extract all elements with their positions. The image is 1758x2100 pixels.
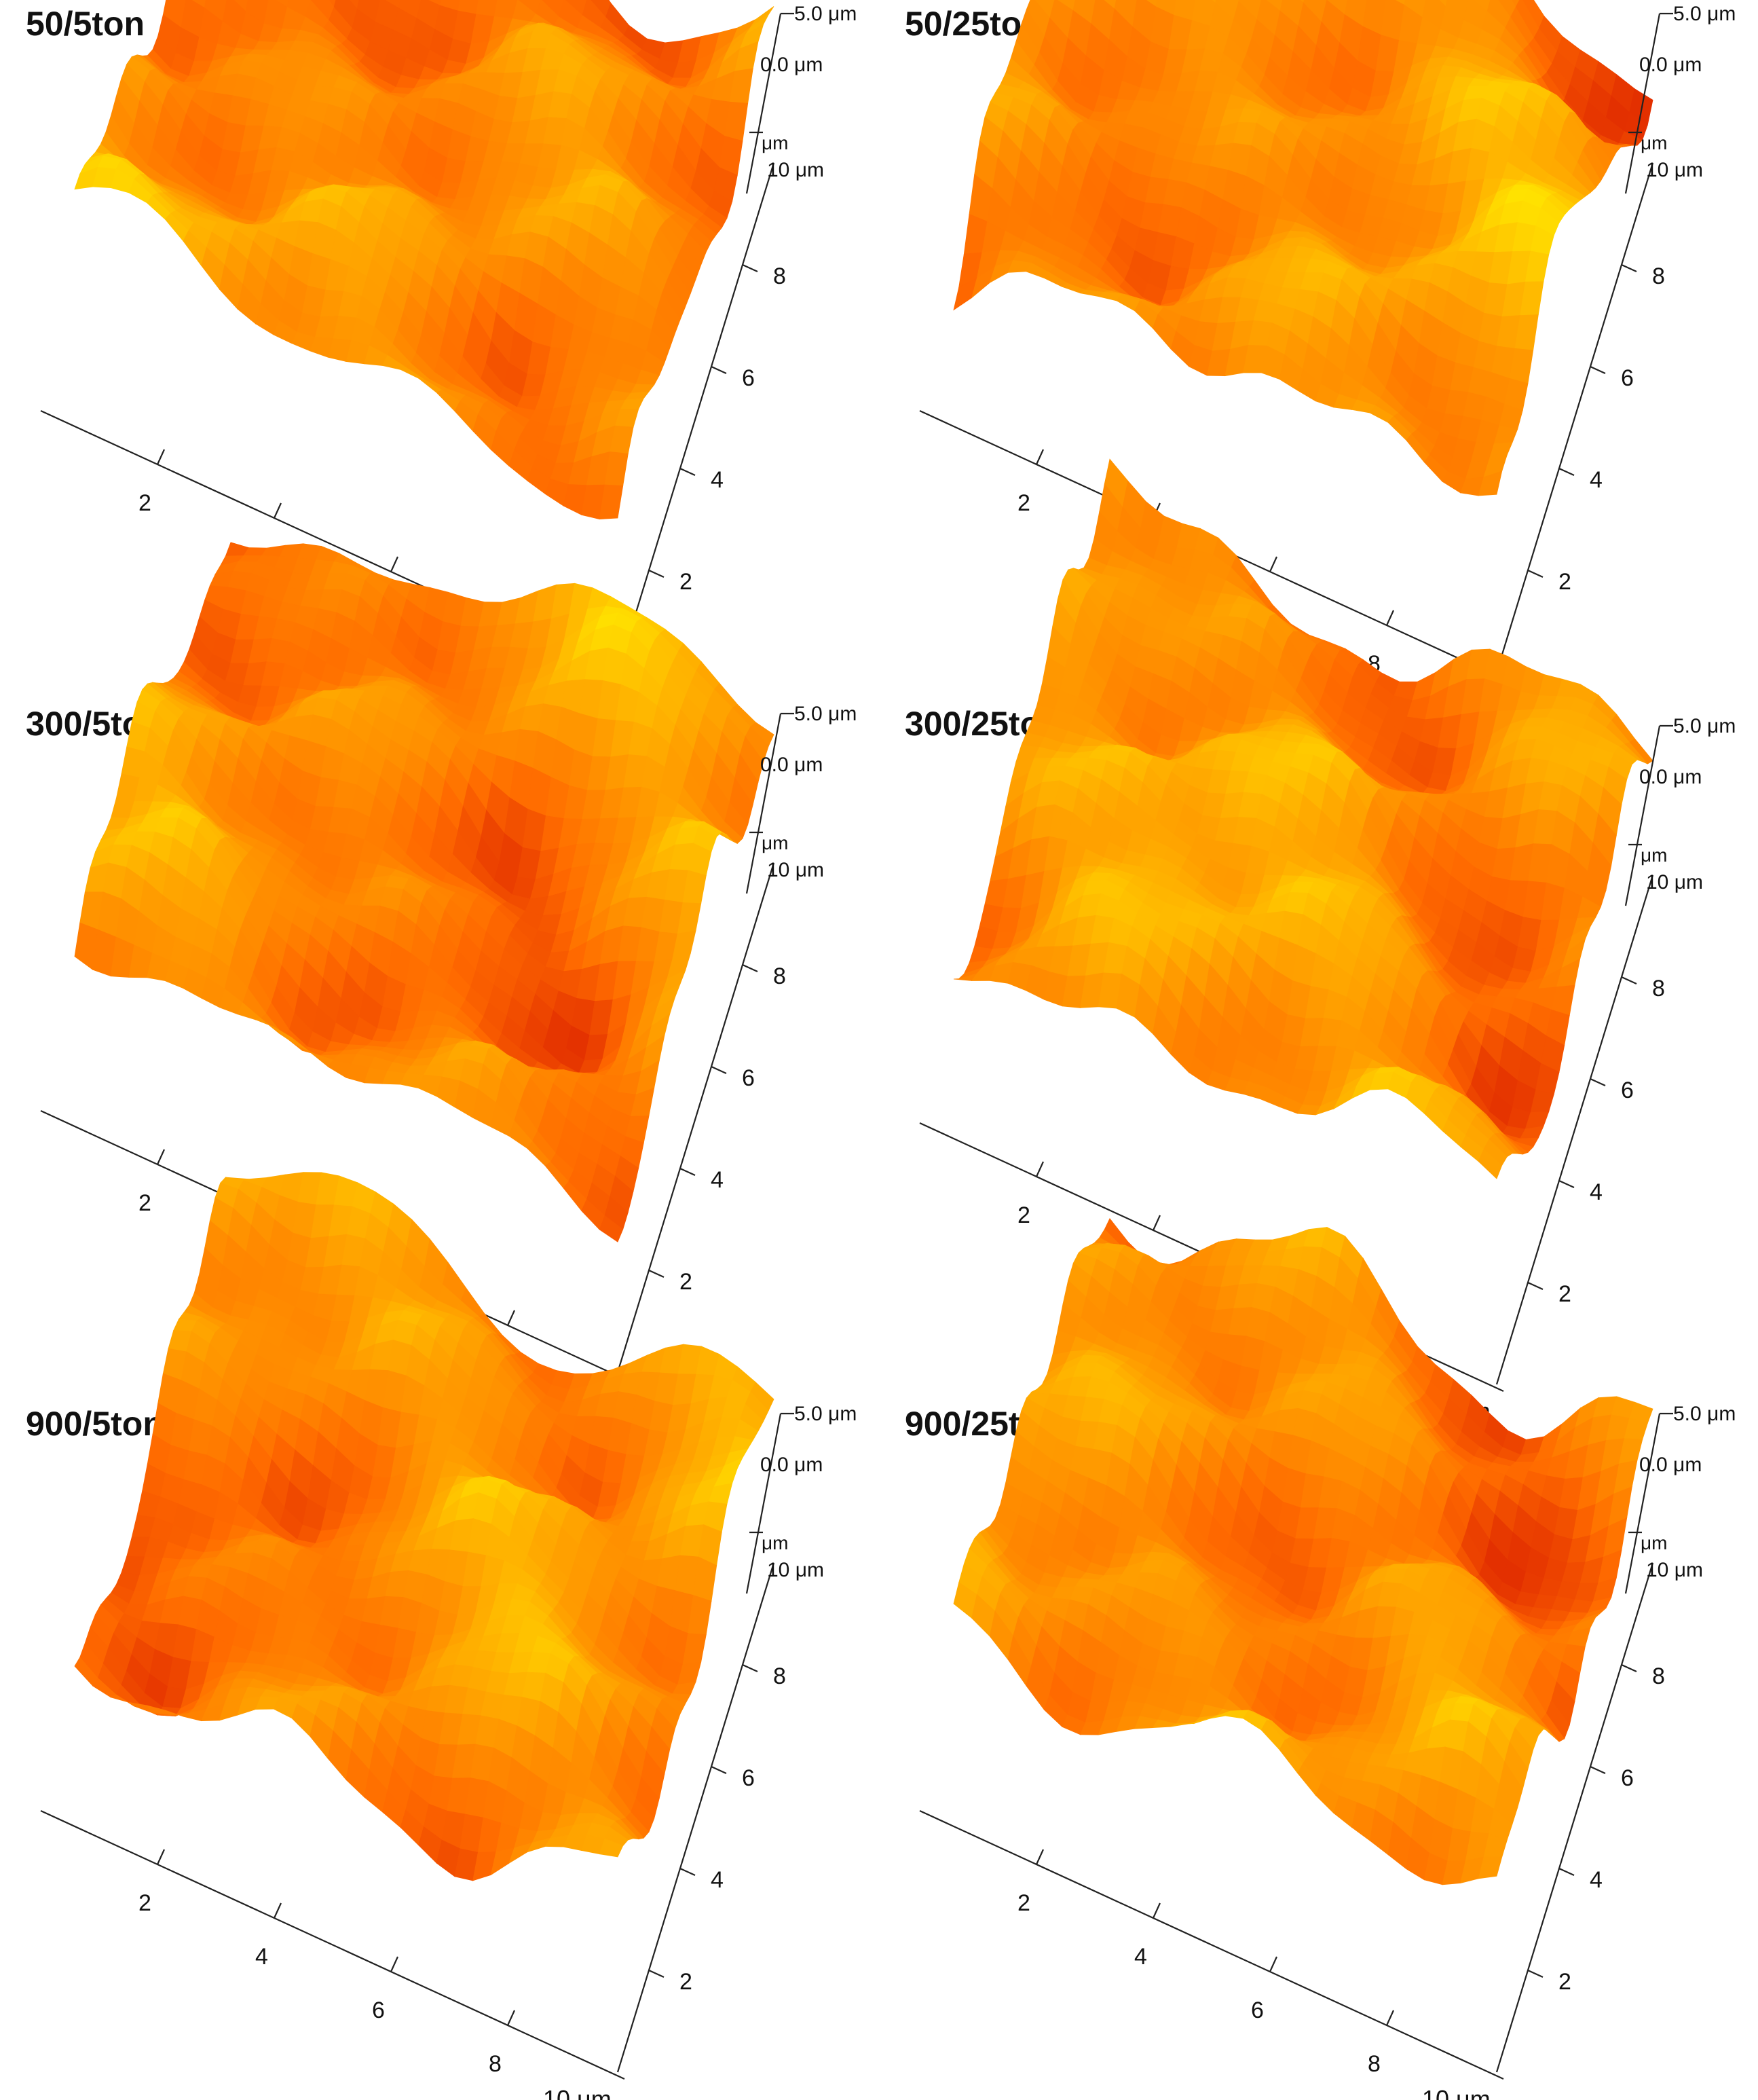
afm-3d-plot: 2 4 6 8 10 μm 2 4 6 8 10 μm μm 0.0 μm 5.0 μm — [919, 1217, 1736, 2100]
x-tick-label: 2 — [138, 1190, 151, 1216]
y-tick-label: 4 — [711, 1867, 724, 1893]
y-tick-label: 6 — [1621, 1765, 1634, 1791]
x-tick-label: 4 — [255, 1944, 268, 1970]
x-axis-end-label: 10 μm — [1422, 2085, 1491, 2100]
z-axis-top-label: 5.0 μm — [794, 1403, 857, 1425]
surface-mesh — [74, 542, 774, 1242]
y-tick-label: 6 — [1621, 1077, 1634, 1103]
x-tick-label: 2 — [1017, 1890, 1030, 1916]
surface-mesh — [74, 1172, 774, 1881]
z-axis-unit-label: μm — [1641, 132, 1667, 153]
y-tick-label: 2 — [679, 1269, 692, 1295]
y-tick-label: 8 — [773, 1663, 786, 1689]
x-tick-label: 4 — [1134, 1944, 1147, 1970]
y-tick-label: 4 — [1590, 1867, 1603, 1893]
y-tick-label: 4 — [1590, 467, 1603, 493]
z-axis-zero-label: 0.0 μm — [760, 754, 823, 776]
afm-panel: 900/25ton 2 4 6 8 10 μm 2 4 6 8 10 μm μm 0.0 μm 5.0 μ… — [879, 1217, 1758, 2100]
axis-frame — [40, 1412, 794, 2080]
x-tick-label: 6 — [1251, 1997, 1264, 2023]
surface-mesh — [953, 458, 1653, 1179]
surface-mesh — [953, 1217, 1653, 1885]
z-axis-unit-label: μm — [1641, 845, 1667, 866]
y-axis-end-label: 10 μm — [767, 159, 824, 181]
y-axis-end-label: 10 μm — [1646, 1559, 1703, 1581]
z-axis-zero-label: 0.0 μm — [760, 1454, 823, 1476]
panel-title: 50/5ton — [26, 5, 145, 43]
panel-title: 900/5ton — [26, 1405, 164, 1443]
axis-frame — [919, 1412, 1673, 2080]
y-tick-label: 2 — [679, 569, 692, 595]
y-tick-label: 4 — [711, 1167, 724, 1193]
x-tick-label: 2 — [1017, 1202, 1030, 1228]
x-tick-label: 2 — [138, 1890, 151, 1916]
y-tick-label: 4 — [711, 467, 724, 493]
y-tick-label: 8 — [1652, 976, 1665, 1001]
x-tick-label: 2 — [1017, 490, 1030, 516]
y-tick-label: 2 — [1558, 569, 1571, 595]
z-axis-top-label: 5.0 μm — [794, 3, 857, 25]
y-tick-label: 4 — [1590, 1179, 1603, 1205]
afm-panel: 900/5ton 2 4 6 8 10 μm 2 4 6 8 10 μm μm 0.0 μm 5.0 μm — [0, 1172, 879, 2100]
y-tick-label: 8 — [773, 963, 786, 989]
z-axis-top-label: 5.0 μm — [1673, 1403, 1736, 1425]
y-tick-label: 2 — [1558, 1281, 1571, 1307]
z-axis-zero-label: 0.0 μm — [1639, 1454, 1702, 1476]
y-axis-end-label: 10 μm — [767, 1559, 824, 1581]
z-axis-top-label: 5.0 μm — [1673, 3, 1736, 25]
x-tick-label: 8 — [1368, 2051, 1381, 2077]
z-axis-unit-label: μm — [762, 832, 788, 853]
y-tick-label: 8 — [1652, 1663, 1665, 1689]
y-axis-end-label: 10 μm — [1646, 871, 1703, 894]
y-tick-label: 6 — [742, 1765, 755, 1791]
x-tick-label: 8 — [489, 2051, 502, 2077]
y-tick-label: 2 — [1558, 1969, 1571, 1995]
y-tick-label: 6 — [742, 365, 755, 391]
y-tick-label: 8 — [1652, 263, 1665, 289]
y-tick-label: 8 — [773, 263, 786, 289]
z-axis-zero-label: 0.0 μm — [760, 54, 823, 76]
x-tick-label: 6 — [372, 1997, 385, 2023]
x-tick-label: 2 — [138, 490, 151, 516]
z-axis-unit-label: μm — [762, 132, 788, 153]
z-axis-zero-label: 0.0 μm — [1639, 766, 1702, 788]
y-axis-end-label: 10 μm — [1646, 159, 1703, 181]
z-axis-top-label: 5.0 μm — [1673, 715, 1736, 737]
surface-mesh — [74, 0, 774, 520]
y-tick-label: 2 — [679, 1969, 692, 1995]
z-axis-unit-label: μm — [762, 1532, 788, 1553]
surface-mesh — [953, 0, 1653, 496]
x-axis-end-label: 10 μm — [543, 2085, 612, 2100]
z-axis-unit-label: μm — [1641, 1532, 1667, 1553]
afm-3d-plot: 2 4 6 8 10 μm 2 4 6 8 10 μm μm 0.0 μm 5.0 μm — [40, 1172, 857, 2100]
y-tick-label: 6 — [742, 1065, 755, 1091]
z-axis-zero-label: 0.0 μm — [1639, 54, 1702, 76]
z-axis-top-label: 5.0 μm — [794, 703, 857, 725]
y-tick-label: 6 — [1621, 365, 1634, 391]
y-axis-end-label: 10 μm — [767, 859, 824, 881]
